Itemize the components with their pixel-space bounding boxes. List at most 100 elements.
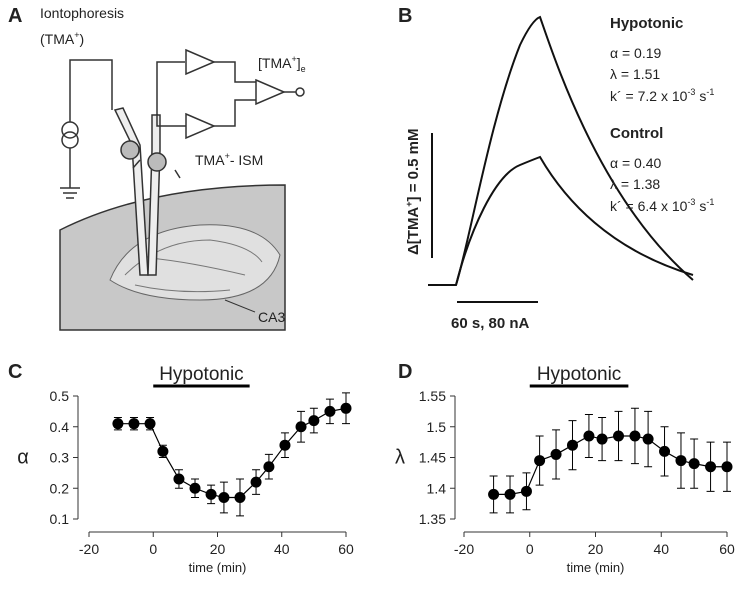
- point: [189, 482, 201, 494]
- point: [675, 455, 687, 467]
- label: +: [74, 30, 79, 40]
- label: k´ = 7.2 x 10-3 s-1: [610, 87, 714, 104]
- label: Hypotonic: [610, 15, 683, 32]
- point: [295, 421, 307, 433]
- label: -3: [687, 197, 695, 207]
- y-tick-label: 1.35: [419, 511, 446, 527]
- label: ): [79, 31, 84, 47]
- label: +: [225, 151, 230, 161]
- point: [324, 405, 336, 417]
- point: [250, 476, 262, 488]
- point: [629, 430, 641, 442]
- label: Iontophoresis: [40, 5, 124, 21]
- label: -3: [687, 87, 695, 97]
- y-tick-label: 1.4: [427, 480, 447, 496]
- x-tick-label: 40: [274, 541, 290, 557]
- x-tick-label: -20: [454, 541, 474, 557]
- point: [218, 491, 230, 503]
- x-tick-label: 20: [210, 541, 226, 557]
- point: [659, 445, 671, 457]
- label: CA3: [258, 309, 285, 325]
- point: [128, 418, 140, 430]
- y-tick-label: 0.5: [50, 388, 70, 404]
- point: [488, 488, 500, 500]
- label: ] = 0.5 mM: [405, 129, 422, 202]
- label: [TMA+]e: [258, 54, 306, 74]
- panel-label: B: [398, 5, 412, 27]
- label: α = 0.40: [610, 155, 662, 171]
- y-tick-label: 1.55: [419, 388, 446, 404]
- point: [234, 491, 246, 503]
- label: TMA+- ISM: [195, 151, 263, 168]
- y-tick-label: 0.3: [50, 450, 70, 466]
- label: (TMA+): [40, 30, 84, 47]
- scale-label: Δ[TMA+] = 0.5 mM: [404, 129, 422, 256]
- point: [173, 473, 185, 485]
- point: [721, 461, 733, 473]
- scale-label: 60 s, 80 nA: [451, 315, 530, 332]
- label: e: [301, 64, 306, 74]
- y-axis-label: λ: [395, 447, 405, 469]
- x-tick-label: 20: [588, 541, 604, 557]
- series-line: [117, 407, 347, 499]
- annotation: Hypotonic: [537, 364, 622, 385]
- x-tick-label: 0: [526, 541, 534, 557]
- x-axis-label: time (min): [567, 560, 625, 575]
- label: ]: [297, 55, 301, 71]
- point: [583, 430, 595, 442]
- annotation: Hypotonic: [159, 364, 244, 385]
- label: k´ = 6.4 x 10: [610, 198, 688, 214]
- label: Δ[TMA: [405, 207, 422, 255]
- y-axis-label: α: [17, 447, 29, 469]
- x-axis-label: time (min): [189, 560, 247, 575]
- y-tick-label: 0.2: [50, 480, 70, 496]
- x-tick-label: 60: [338, 541, 354, 557]
- x-tick-label: 40: [653, 541, 669, 557]
- panel-label: D: [398, 361, 412, 383]
- label: λ = 1.38: [610, 176, 660, 192]
- panel-label: A: [8, 5, 22, 27]
- y-tick-label: 0.1: [50, 511, 70, 527]
- label: - ISM: [230, 152, 263, 168]
- diagram: [59, 48, 305, 331]
- point: [613, 430, 625, 442]
- y-tick-label: 1.45: [419, 450, 446, 466]
- label: s: [695, 198, 706, 214]
- control-trace: [455, 155, 694, 286]
- point: [596, 433, 608, 445]
- point: [550, 448, 562, 460]
- point: [566, 439, 578, 451]
- point: [534, 455, 546, 467]
- x-tick-label: 0: [149, 541, 157, 557]
- series-line: [493, 435, 727, 495]
- point: [263, 461, 275, 473]
- point: [205, 488, 217, 500]
- label: +: [404, 201, 414, 206]
- y-tick-label: 1.5: [427, 419, 447, 435]
- label: Control: [610, 125, 663, 142]
- point: [144, 418, 156, 430]
- point: [279, 439, 291, 451]
- label: (TMA: [40, 31, 75, 47]
- traces: [428, 15, 694, 303]
- point: [642, 433, 654, 445]
- point: [308, 415, 320, 427]
- x-tick-label: 60: [719, 541, 735, 557]
- label: s: [695, 88, 706, 104]
- label: α = 0.19: [610, 45, 662, 61]
- label: +: [291, 54, 296, 64]
- panel-label: C: [8, 361, 22, 383]
- label: λ = 1.51: [610, 66, 660, 82]
- y-tick-label: 0.4: [50, 419, 70, 435]
- label: -1: [706, 197, 714, 207]
- label: TMA: [195, 152, 225, 168]
- point: [112, 418, 124, 430]
- point: [688, 458, 700, 470]
- point: [340, 402, 352, 414]
- label: -1: [706, 87, 714, 97]
- point: [520, 485, 532, 497]
- point: [157, 445, 169, 457]
- label: k´ = 6.4 x 10-3 s-1: [610, 197, 714, 214]
- label: [TMA: [258, 55, 292, 71]
